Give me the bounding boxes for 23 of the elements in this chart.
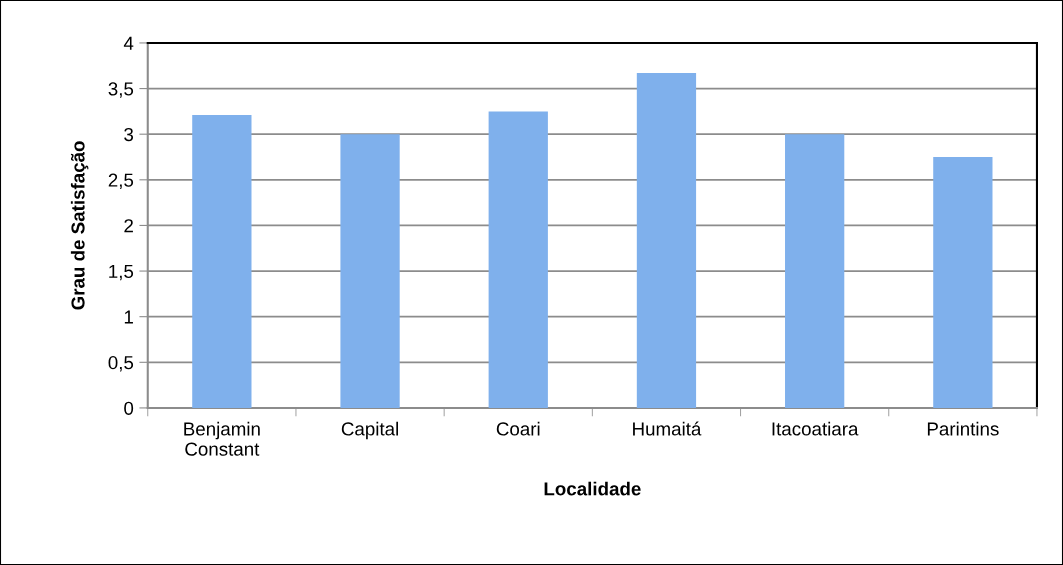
y-tick-label: 4 <box>123 36 134 50</box>
x-tick-label: Benjamin Constant <box>184 421 260 456</box>
bar <box>785 134 845 408</box>
x-tick-label: Parintins <box>927 421 999 436</box>
y-tick-label: 3 <box>124 127 134 142</box>
bar <box>340 134 400 408</box>
bar <box>933 157 993 408</box>
bar <box>192 115 252 408</box>
x-tick-label: Capital <box>341 421 398 440</box>
bar <box>488 111 548 408</box>
y-tick-label: 2 <box>124 219 133 233</box>
x-axis-title: Localidade <box>544 481 641 496</box>
y-tick-label: 0,5 <box>108 356 134 372</box>
bar <box>636 73 697 408</box>
y-axis-title: Grau de Satisfação <box>70 141 89 310</box>
x-tick-label: Itacoatiara <box>772 421 859 436</box>
y-tick-label: 1,5 <box>109 264 134 281</box>
x-tick-label: Humaitá <box>633 421 702 436</box>
y-tick-label: 1 <box>124 310 133 324</box>
y-tick-label: 0 <box>124 401 134 415</box>
x-tick-label: Coari <box>496 421 540 436</box>
y-tick-label: 3,5 <box>108 82 134 98</box>
y-tick-label: 2,5 <box>108 173 134 189</box>
